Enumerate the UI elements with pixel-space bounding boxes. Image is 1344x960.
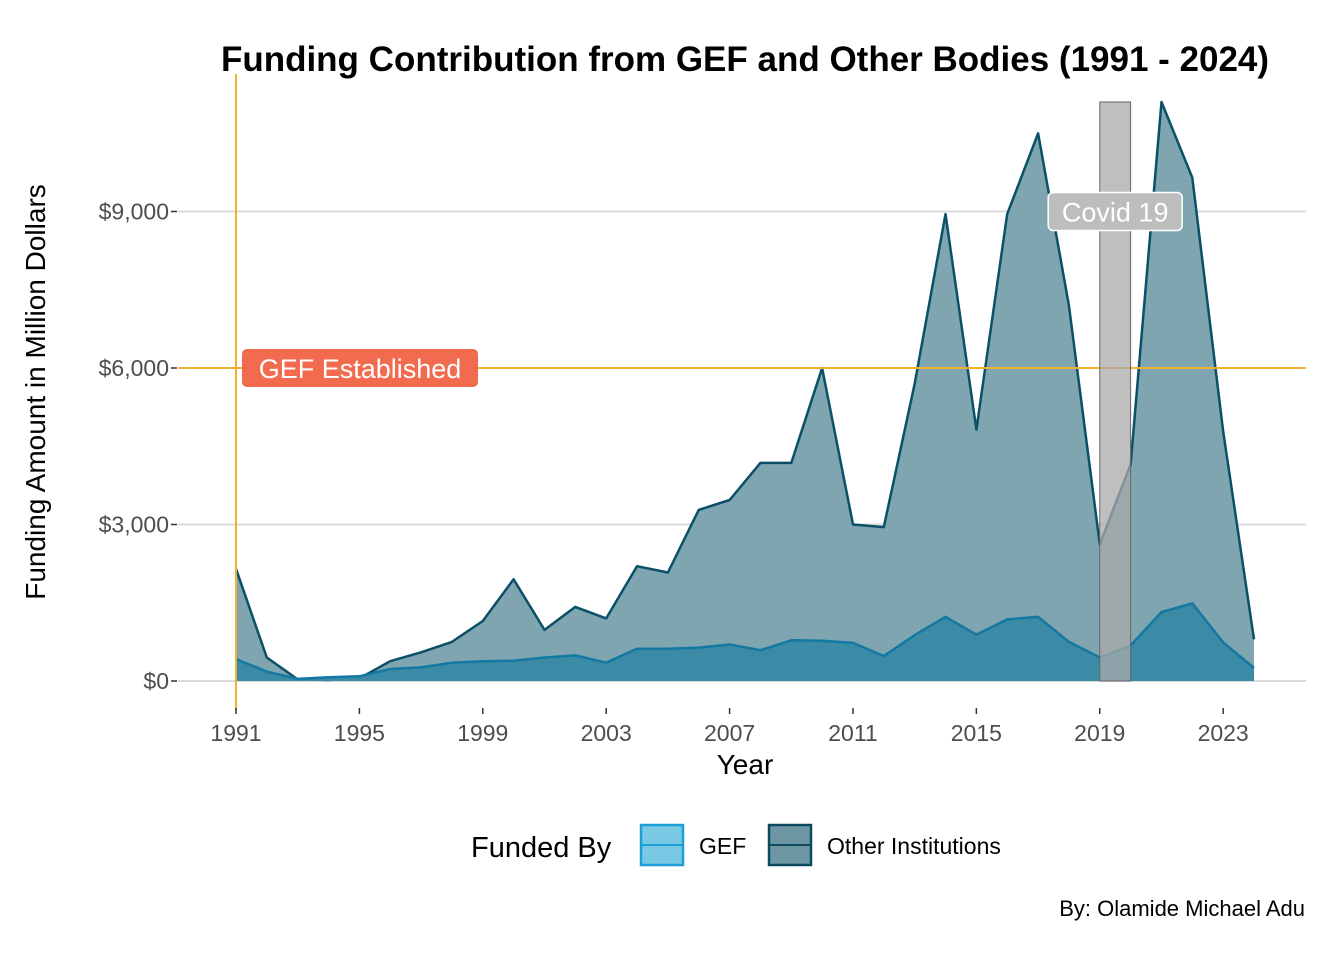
legend-label-other: Other Institutions xyxy=(827,833,1001,859)
x-tick-label: 1991 xyxy=(210,720,261,746)
legend-label-gef: GEF xyxy=(699,833,746,859)
covid-19-label-box xyxy=(1047,191,1183,232)
x-tick-label: 1999 xyxy=(457,720,508,746)
x-tick-label: 2011 xyxy=(828,720,877,746)
covid-19-label: Covid 19 xyxy=(1062,198,1169,228)
x-tick-label: 2007 xyxy=(704,720,755,746)
plot-areas xyxy=(234,100,1256,682)
line-gef xyxy=(235,602,1255,681)
chart-title: Funding Contribution from GEF and Other … xyxy=(221,40,1269,79)
x-tick-label: 2015 xyxy=(951,720,1002,746)
y-tick-label: $6,000 xyxy=(99,355,169,381)
annotations: GEF Established Covid 19 xyxy=(178,74,1306,710)
legend-title: Funded By xyxy=(471,832,612,864)
y-tick-label: $0 xyxy=(143,668,169,694)
x-axis-ticks: 1991 1995 1999 2003 2007 2011 2015 2019 2023 xyxy=(210,708,1249,746)
gef-established-label: GEF Established xyxy=(259,354,462,384)
y-axis-title: Funding Amount in Million Dollars xyxy=(20,184,51,600)
line-other-institutions xyxy=(234,100,1256,682)
x-tick-label: 2003 xyxy=(581,720,632,746)
gef-established-label-box xyxy=(242,349,478,387)
x-axis-title: Year xyxy=(717,749,774,780)
y-tick-label: $3,000 xyxy=(99,512,169,538)
area-other-institutions xyxy=(236,102,1254,681)
y-axis-ticks: $0 $3,000 $6,000 $9,000 xyxy=(99,199,177,694)
legend: Funded By GEF Other Institutions xyxy=(471,823,1001,867)
covid-period-band xyxy=(1099,101,1132,682)
x-tick-label: 2019 xyxy=(1074,720,1125,746)
x-tick-label: 1995 xyxy=(334,720,385,746)
caption: By: Olamide Michael Adu xyxy=(1059,896,1305,921)
x-tick-label: 2023 xyxy=(1198,720,1249,746)
y-tick-label: $9,000 xyxy=(99,199,169,225)
